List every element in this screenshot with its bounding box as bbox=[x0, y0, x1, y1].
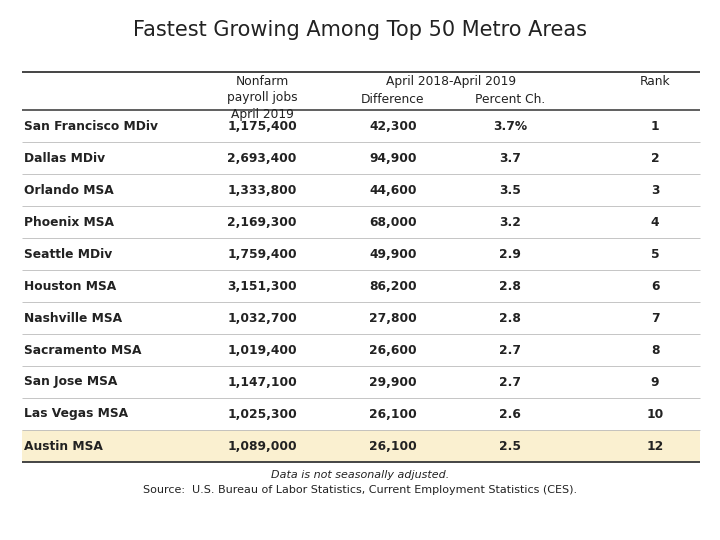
Text: 4: 4 bbox=[651, 215, 660, 228]
Text: 94,900: 94,900 bbox=[369, 152, 417, 165]
Text: 3,151,300: 3,151,300 bbox=[228, 280, 297, 293]
Text: 1,019,400: 1,019,400 bbox=[228, 343, 297, 356]
Text: Orlando MSA: Orlando MSA bbox=[24, 184, 114, 197]
Text: 6: 6 bbox=[651, 280, 660, 293]
Text: 26,100: 26,100 bbox=[369, 440, 417, 453]
Text: 2.7: 2.7 bbox=[499, 375, 521, 388]
Text: 68,000: 68,000 bbox=[369, 215, 417, 228]
Text: Las Vegas MSA: Las Vegas MSA bbox=[24, 408, 128, 421]
Text: 5: 5 bbox=[651, 247, 660, 260]
Text: Fastest Growing Among Top 50 Metro Areas: Fastest Growing Among Top 50 Metro Areas bbox=[133, 20, 587, 40]
Text: Percent Ch.: Percent Ch. bbox=[475, 93, 545, 106]
Text: Rank: Rank bbox=[639, 75, 670, 88]
Text: 9: 9 bbox=[651, 375, 660, 388]
Text: 2.9: 2.9 bbox=[499, 247, 521, 260]
Text: 26,600: 26,600 bbox=[369, 343, 417, 356]
Text: 8: 8 bbox=[651, 343, 660, 356]
Text: 26,100: 26,100 bbox=[369, 408, 417, 421]
Text: April 2018-April 2019: April 2018-April 2019 bbox=[387, 75, 516, 88]
Text: 2.7: 2.7 bbox=[499, 343, 521, 356]
Text: 1,147,100: 1,147,100 bbox=[227, 375, 297, 388]
Text: San Jose MSA: San Jose MSA bbox=[24, 375, 117, 388]
Text: 3.7%: 3.7% bbox=[493, 119, 527, 132]
Text: 1,032,700: 1,032,700 bbox=[227, 312, 297, 325]
Text: 49,900: 49,900 bbox=[369, 247, 417, 260]
Text: 10: 10 bbox=[647, 408, 664, 421]
Text: Data is not seasonally adjusted.: Data is not seasonally adjusted. bbox=[271, 470, 449, 480]
Text: Nonfarm
payroll jobs
April 2019: Nonfarm payroll jobs April 2019 bbox=[227, 75, 297, 121]
Text: 12: 12 bbox=[647, 440, 664, 453]
Text: 2.8: 2.8 bbox=[499, 312, 521, 325]
Text: 3.7: 3.7 bbox=[499, 152, 521, 165]
Text: 1,759,400: 1,759,400 bbox=[228, 247, 297, 260]
Text: Difference: Difference bbox=[361, 93, 425, 106]
FancyBboxPatch shape bbox=[22, 430, 700, 462]
Text: 3: 3 bbox=[651, 184, 660, 197]
Text: 7: 7 bbox=[651, 312, 660, 325]
Text: 2: 2 bbox=[651, 152, 660, 165]
Text: Nashville MSA: Nashville MSA bbox=[24, 312, 122, 325]
Text: Dallas MDiv: Dallas MDiv bbox=[24, 152, 105, 165]
Text: San Francisco MDiv: San Francisco MDiv bbox=[24, 119, 158, 132]
Text: 29,900: 29,900 bbox=[369, 375, 417, 388]
Text: 2,169,300: 2,169,300 bbox=[228, 215, 297, 228]
Text: 1,333,800: 1,333,800 bbox=[228, 184, 297, 197]
Text: 2.6: 2.6 bbox=[499, 408, 521, 421]
Text: 1,175,400: 1,175,400 bbox=[227, 119, 297, 132]
Text: Source:  U.S. Bureau of Labor Statistics, Current Employment Statistics (CES).: Source: U.S. Bureau of Labor Statistics,… bbox=[143, 485, 577, 495]
Text: 42,300: 42,300 bbox=[369, 119, 417, 132]
Text: 86,200: 86,200 bbox=[369, 280, 417, 293]
Text: 2,693,400: 2,693,400 bbox=[228, 152, 297, 165]
Text: 27,800: 27,800 bbox=[369, 312, 417, 325]
Text: Austin MSA: Austin MSA bbox=[24, 440, 103, 453]
Text: 44,600: 44,600 bbox=[369, 184, 417, 197]
Text: 1,025,300: 1,025,300 bbox=[227, 408, 297, 421]
Text: Houston MSA: Houston MSA bbox=[24, 280, 116, 293]
Text: Phoenix MSA: Phoenix MSA bbox=[24, 215, 114, 228]
Text: 2.8: 2.8 bbox=[499, 280, 521, 293]
Text: Sacramento MSA: Sacramento MSA bbox=[24, 343, 142, 356]
Text: 2.5: 2.5 bbox=[499, 440, 521, 453]
Text: Seattle MDiv: Seattle MDiv bbox=[24, 247, 112, 260]
Text: 1,089,000: 1,089,000 bbox=[228, 440, 297, 453]
Text: 3.2: 3.2 bbox=[499, 215, 521, 228]
Text: 1: 1 bbox=[651, 119, 660, 132]
Text: 3.5: 3.5 bbox=[499, 184, 521, 197]
